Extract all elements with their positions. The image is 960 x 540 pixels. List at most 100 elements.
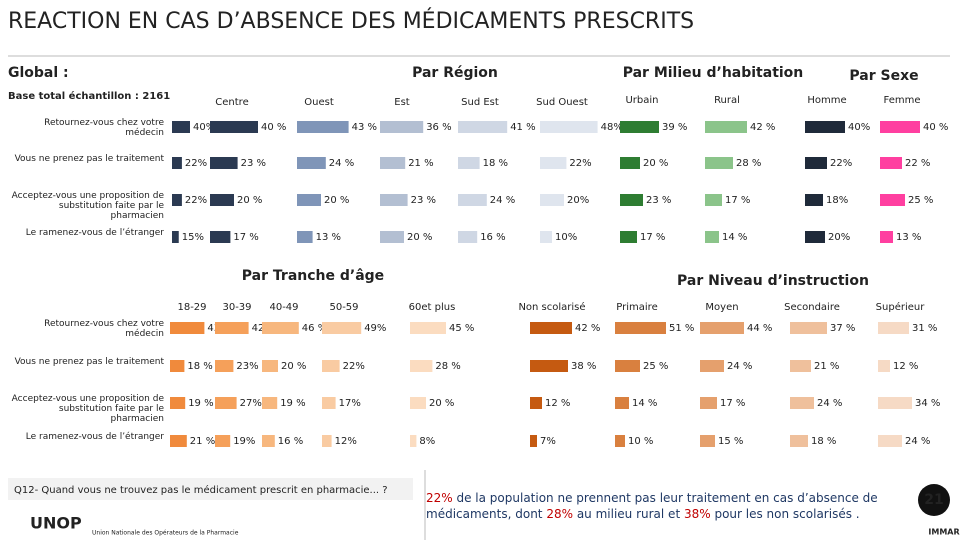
value-label: 20 % — [324, 195, 349, 206]
value-label: 23 % — [646, 195, 671, 206]
value-label: 17 % — [720, 398, 745, 409]
bar — [880, 231, 893, 243]
bar — [322, 397, 336, 409]
question-label: Retournez-vous chez votre médecin — [44, 118, 164, 138]
group-label: Secondaire — [784, 302, 840, 313]
bar — [215, 397, 237, 409]
bar — [172, 194, 182, 206]
title: REACTION EN CAS D’ABSENCE DES MÉDICAMENT… — [8, 8, 694, 34]
bar — [410, 435, 417, 447]
value-label: 40% — [848, 122, 870, 133]
value-label: 34 % — [915, 398, 940, 409]
value-label: 7% — [540, 436, 556, 447]
bar — [530, 322, 572, 334]
bar — [210, 194, 234, 206]
bar — [297, 194, 321, 206]
bar — [380, 231, 404, 243]
summary-text: pour les non scolarisés . — [710, 507, 860, 521]
value-label: 20 % — [281, 361, 306, 372]
bar — [380, 121, 424, 133]
bar — [878, 397, 912, 409]
value-label: 10 % — [628, 436, 653, 447]
global-heading: Global : — [8, 65, 69, 81]
bar — [700, 397, 717, 409]
bar — [540, 231, 552, 243]
bar — [878, 360, 890, 372]
group-label: Sud Ouest — [536, 97, 588, 108]
question-label: Vous ne prenez pas le traitement — [14, 357, 164, 367]
question-label: Acceptez-vous une proposition de substit… — [11, 191, 164, 221]
bar — [262, 397, 278, 409]
question-label: Retournez-vous chez votre médecin — [44, 319, 164, 339]
bar — [458, 231, 478, 243]
value-label: 15 % — [718, 436, 743, 447]
value-label: 45 % — [449, 323, 474, 334]
value-label: 20 % — [429, 398, 454, 409]
question-label: Le ramenez-vous de l’étranger — [25, 432, 164, 442]
bar — [705, 231, 719, 243]
value-label: 13 % — [316, 232, 341, 243]
value-label: 42 % — [575, 323, 600, 334]
value-label: 31 % — [912, 323, 937, 334]
value-label: 28 % — [736, 158, 761, 169]
question-label: Le ramenez-vous de l’étranger — [25, 228, 164, 238]
bar — [322, 360, 340, 372]
group-label: Homme — [807, 95, 846, 106]
value-label: 22% — [185, 158, 207, 169]
value-label: 37 % — [830, 323, 855, 334]
section-heading: Par Milieu d’habitation — [623, 65, 804, 81]
value-label: 16 % — [480, 232, 505, 243]
question-note: Q12- Quand vous ne trouvez pas le médica… — [14, 484, 388, 496]
value-label: 14 % — [632, 398, 657, 409]
note-box — [8, 478, 413, 500]
bar — [322, 322, 362, 334]
group-label: 60et plus — [409, 302, 456, 313]
bar — [297, 157, 326, 169]
bar — [805, 157, 827, 169]
value-label: 13 % — [896, 232, 921, 243]
logo: UNOP — [30, 514, 82, 533]
value-label: 17 % — [725, 195, 750, 206]
question-label: Acceptez-vous une proposition de substit… — [11, 394, 164, 424]
bar — [615, 397, 629, 409]
value-label: 40 % — [261, 122, 286, 133]
bar — [620, 194, 643, 206]
value-label: 41 % — [510, 122, 535, 133]
value-label: 40% — [193, 122, 215, 133]
value-label: 23 % — [241, 158, 266, 169]
value-label: 22% — [185, 195, 207, 206]
summary-text: au milieu rural et — [573, 507, 684, 521]
value-label: 21 % — [814, 361, 839, 372]
value-label: 46 % — [302, 323, 327, 334]
group-label: Ouest — [304, 97, 334, 108]
value-label: 20 % — [237, 195, 262, 206]
bar — [700, 435, 715, 447]
value-label: 15% — [182, 232, 204, 243]
bar — [790, 397, 814, 409]
bar — [170, 435, 187, 447]
bar — [530, 435, 537, 447]
bar — [262, 360, 278, 372]
value-label: 22% — [830, 158, 852, 169]
group-label: Moyen — [705, 302, 738, 313]
value-label: 23% — [236, 361, 258, 372]
group-label: Primaire — [616, 302, 657, 313]
bar — [170, 360, 185, 372]
value-label: 17 % — [233, 232, 258, 243]
group-label: 30-39 — [222, 302, 251, 313]
value-label: 19 % — [280, 398, 305, 409]
value-label: 48% — [601, 122, 623, 133]
value-label: 43 % — [352, 122, 377, 133]
value-label: 18 % — [811, 436, 836, 447]
bar — [215, 360, 234, 372]
bar — [705, 194, 722, 206]
value-label: 20% — [567, 195, 589, 206]
value-label: 12 % — [893, 361, 918, 372]
bar — [540, 194, 564, 206]
bar — [380, 157, 406, 169]
group-label: Centre — [215, 97, 248, 108]
section-heading: Par Tranche d’âge — [242, 268, 384, 284]
value-label: 10% — [555, 232, 577, 243]
